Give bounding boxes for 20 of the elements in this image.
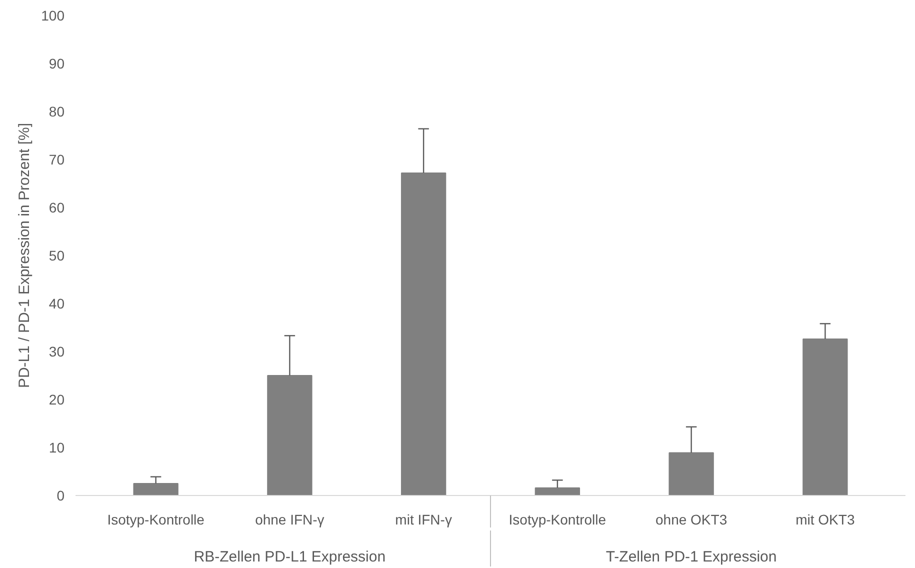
x-tick-label: mit OKT3 bbox=[796, 512, 855, 528]
y-tick-label: 50 bbox=[48, 248, 65, 264]
y-axis-title: PD-L1 / PD-1 Expression in Prozent [%] bbox=[16, 122, 34, 388]
x-tick-label: Isotyp-Kontrolle bbox=[508, 512, 606, 528]
y-tick-label: 90 bbox=[48, 56, 65, 72]
x-tick-label: ohne OKT3 bbox=[656, 512, 728, 528]
y-tick-label: 40 bbox=[48, 296, 65, 312]
text: T-Zellen PD-1 Expression bbox=[606, 548, 777, 566]
text: RB-Zellen PD-L1 Expression bbox=[194, 548, 386, 566]
y-tick-label: 60 bbox=[48, 200, 65, 216]
y-tick-label: 100 bbox=[41, 8, 65, 24]
y-tick-label: 10 bbox=[48, 440, 65, 456]
y-tick-label: 70 bbox=[48, 152, 65, 168]
y-tick-label: 0 bbox=[56, 488, 65, 504]
x-tick-label: ohne IFN-γ bbox=[255, 512, 324, 528]
y-tick-label: 20 bbox=[48, 392, 65, 408]
x-tick-label: Isotyp-Kontrolle bbox=[107, 512, 205, 528]
y-tick-label: 30 bbox=[48, 344, 65, 360]
x-tick-label: mit IFN-γ bbox=[395, 512, 452, 528]
y-tick-label: 80 bbox=[48, 104, 65, 120]
